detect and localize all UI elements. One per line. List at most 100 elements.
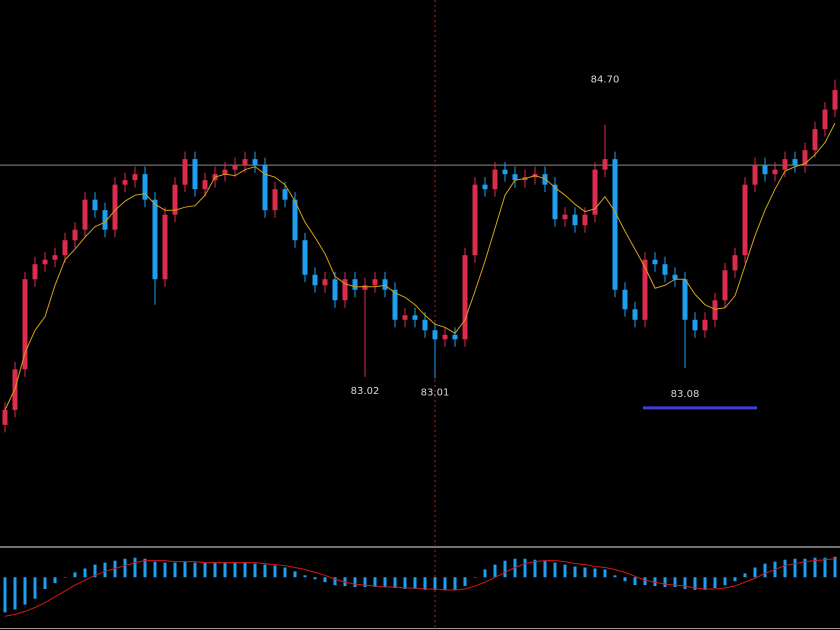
candle-body bbox=[362, 285, 368, 290]
candle-body bbox=[622, 289, 628, 310]
candle-body bbox=[332, 279, 338, 301]
candle-body bbox=[52, 255, 58, 260]
candle-body bbox=[392, 289, 398, 320]
macd-bar bbox=[723, 577, 727, 586]
candle-body bbox=[652, 259, 658, 265]
candle-body bbox=[142, 174, 148, 200]
macd-bar bbox=[543, 560, 547, 578]
macd-bar bbox=[373, 577, 377, 588]
macd-bar bbox=[173, 562, 177, 578]
macd-bar bbox=[203, 562, 207, 578]
candle-body bbox=[822, 109, 828, 130]
macd-bar bbox=[833, 556, 837, 578]
macd-bar bbox=[193, 562, 197, 578]
macd-bar bbox=[83, 568, 87, 578]
macd-bar bbox=[733, 577, 737, 582]
macd-bar bbox=[563, 564, 567, 578]
macd-bar bbox=[13, 577, 17, 610]
macd-bar bbox=[133, 557, 137, 578]
candle-body bbox=[402, 315, 408, 320]
macd-bar bbox=[103, 562, 107, 578]
macd-bar bbox=[383, 577, 387, 588]
price-annotation: 83.08 bbox=[671, 389, 700, 400]
candle-body bbox=[32, 264, 38, 280]
macd-bar bbox=[743, 573, 747, 578]
macd-bar bbox=[393, 577, 397, 588]
price-annotation: 84.70 bbox=[591, 75, 620, 86]
candle-body bbox=[152, 199, 158, 280]
candle-body bbox=[42, 259, 48, 265]
macd-bar bbox=[683, 577, 687, 589]
macd-bar bbox=[423, 577, 427, 590]
candle-body bbox=[292, 199, 298, 241]
candle-body bbox=[422, 319, 428, 331]
macd-bar bbox=[703, 577, 707, 590]
candle-body bbox=[722, 270, 728, 301]
candle-body bbox=[82, 199, 88, 230]
candle-body bbox=[342, 279, 348, 301]
candle-body bbox=[352, 279, 358, 290]
macd-bar bbox=[783, 559, 787, 578]
macd-bar bbox=[433, 577, 437, 590]
candle-body bbox=[572, 214, 578, 226]
price-annotation: 83.01 bbox=[421, 387, 450, 398]
macd-bar bbox=[143, 558, 147, 578]
macd-bar bbox=[693, 577, 697, 590]
macd-bar bbox=[643, 577, 647, 586]
macd-bar bbox=[463, 577, 467, 587]
macd-bar bbox=[403, 577, 407, 589]
candle-body bbox=[712, 300, 718, 320]
macd-bar bbox=[263, 564, 267, 578]
candle-body bbox=[272, 189, 278, 211]
candle-body bbox=[512, 174, 518, 181]
candle-body bbox=[442, 334, 448, 340]
candle-body bbox=[502, 169, 508, 175]
macd-bar bbox=[823, 557, 827, 578]
macd-bar bbox=[633, 577, 637, 586]
macd-bar bbox=[523, 558, 527, 578]
macd-bar bbox=[43, 577, 47, 589]
candle-body bbox=[202, 180, 208, 190]
macd-bar bbox=[473, 577, 477, 578]
macd-bar bbox=[483, 569, 487, 578]
candle-body bbox=[592, 169, 598, 215]
candle-body bbox=[132, 174, 138, 181]
candle-body bbox=[102, 210, 108, 230]
candle-body bbox=[122, 180, 128, 185]
macd-bar bbox=[603, 569, 607, 578]
macd-bar bbox=[243, 562, 247, 578]
candle-body bbox=[602, 159, 608, 170]
candle-body bbox=[632, 309, 638, 320]
candle-body bbox=[62, 240, 68, 256]
macd-bar bbox=[123, 558, 127, 578]
candle-body bbox=[732, 255, 738, 271]
macd-bar bbox=[53, 577, 57, 584]
candle-body bbox=[72, 229, 78, 241]
macd-bar bbox=[793, 558, 797, 578]
macd-bar bbox=[443, 577, 447, 590]
macd-bar bbox=[163, 562, 167, 578]
macd-bar bbox=[503, 560, 507, 578]
macd-bar bbox=[573, 566, 577, 578]
macd-bar bbox=[333, 577, 337, 586]
candle-body bbox=[742, 184, 748, 256]
macd-bar bbox=[593, 568, 597, 578]
macd-bar bbox=[283, 567, 287, 578]
candle-body bbox=[242, 159, 248, 166]
candle-body bbox=[662, 264, 668, 275]
candle-body bbox=[482, 184, 488, 190]
candle-body bbox=[382, 279, 388, 290]
candle-body bbox=[792, 159, 798, 166]
candle-body bbox=[812, 129, 818, 151]
macd-bar bbox=[553, 562, 557, 578]
candle-body bbox=[802, 150, 808, 166]
macd-bar bbox=[183, 561, 187, 578]
candle-body bbox=[302, 240, 308, 275]
candle-body bbox=[782, 159, 788, 170]
macd-bar bbox=[813, 557, 817, 578]
candle-body bbox=[772, 169, 778, 175]
candle-body bbox=[452, 334, 458, 340]
macd-bar bbox=[363, 577, 367, 588]
